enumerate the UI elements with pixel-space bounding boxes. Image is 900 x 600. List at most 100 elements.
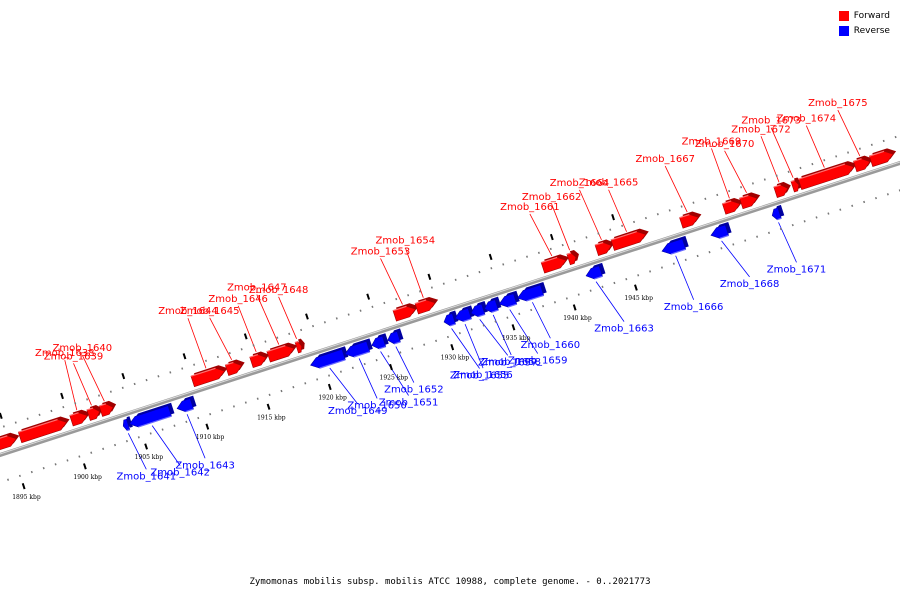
gene-leader-line bbox=[724, 150, 747, 193]
gene-leader-line bbox=[721, 240, 750, 278]
gene-zmob-1647[interactable] bbox=[266, 342, 298, 363]
gene-highlight bbox=[670, 248, 686, 255]
axis-tick bbox=[205, 423, 210, 430]
gene-zmob-1671[interactable] bbox=[771, 204, 785, 221]
gene-label: Zmob_1664 bbox=[550, 178, 610, 189]
gene-arrow bbox=[190, 367, 226, 388]
gene-zmob-1648[interactable] bbox=[294, 338, 305, 354]
legend-forward-label: Forward bbox=[853, 10, 890, 21]
gene-zmob-1654[interactable] bbox=[414, 296, 439, 315]
axis-tick bbox=[0, 412, 3, 419]
gene-arrow bbox=[594, 242, 612, 256]
gene-zmob-1656[interactable] bbox=[454, 305, 475, 323]
gene-zmob-1658[interactable] bbox=[484, 296, 502, 313]
gene-leader-line bbox=[64, 360, 78, 411]
gene-leader-line bbox=[509, 309, 539, 354]
axis-tick-label: 1895 kbp bbox=[12, 494, 41, 501]
gene-highlight bbox=[0, 435, 8, 439]
gene-unlabeled-1[interactable] bbox=[17, 416, 70, 444]
gene-zmob-1661[interactable] bbox=[540, 254, 570, 274]
gene-zmob-1652[interactable] bbox=[387, 328, 404, 345]
gene-arrow bbox=[98, 403, 114, 417]
gene-arrow bbox=[470, 303, 486, 317]
gene-label: Zmob_1650 bbox=[347, 400, 407, 411]
gene-arrow bbox=[0, 435, 17, 451]
legend-reverse-label: Reverse bbox=[853, 25, 890, 36]
gene-zmob-1651[interactable] bbox=[371, 333, 389, 350]
gene-zmob-1645[interactable] bbox=[224, 359, 245, 376]
gene-arrow bbox=[310, 348, 346, 369]
gene-label: Zmob_1644 bbox=[158, 306, 218, 317]
gene-label: Zmob_1659 bbox=[508, 356, 568, 367]
gene-zmob-1669[interactable] bbox=[722, 197, 744, 215]
gene-label: Zmob_1642 bbox=[150, 468, 210, 479]
gene-leader-line bbox=[675, 255, 695, 300]
gene-label: Zmob_1651 bbox=[379, 398, 439, 409]
gene-highlight bbox=[249, 353, 259, 358]
gene-zmob-1674[interactable] bbox=[797, 161, 857, 191]
gene-highlight bbox=[18, 418, 58, 433]
gene-zmob-1655[interactable] bbox=[443, 310, 459, 327]
gene-zmob-1639[interactable] bbox=[86, 405, 103, 421]
axis-tick bbox=[83, 463, 87, 470]
gene-zmob-1675[interactable] bbox=[853, 155, 873, 173]
gene-highlight bbox=[739, 194, 749, 199]
axis-tick bbox=[366, 293, 371, 300]
gene-label: Zmob_1670 bbox=[695, 139, 755, 150]
axis-tick-label: 1920 kbp bbox=[318, 394, 347, 401]
gene-zmob-1653[interactable] bbox=[392, 303, 419, 322]
gene-zmob-1642[interactable] bbox=[128, 402, 175, 428]
gene-zmob-1649[interactable] bbox=[310, 346, 349, 369]
gene-zmob-1644[interactable] bbox=[190, 365, 228, 388]
gene-leader-line bbox=[395, 346, 415, 383]
gene-highlight bbox=[138, 415, 172, 428]
axis-tick-label: 1925 kbp bbox=[380, 375, 409, 382]
gene-zmob-1646[interactable] bbox=[249, 351, 270, 368]
gene-arrow bbox=[371, 335, 387, 350]
gene-highlight bbox=[773, 184, 781, 188]
gene-leader-line bbox=[711, 148, 730, 199]
gene-label: Zmob_1655 bbox=[450, 370, 510, 381]
gene-zmob-1663[interactable] bbox=[585, 262, 606, 280]
gene-zmob-1657[interactable] bbox=[470, 301, 488, 318]
gene-highlight bbox=[378, 346, 386, 350]
gene-zmob-1668[interactable] bbox=[710, 221, 732, 239]
gene-leader-line bbox=[529, 213, 553, 257]
gene-highlight bbox=[610, 231, 637, 241]
gene-zmob-1638[interactable] bbox=[69, 409, 91, 427]
gene-zmob-1643[interactable] bbox=[176, 395, 197, 413]
gene-zmob-1672[interactable] bbox=[773, 181, 791, 198]
gene-zmob-1670[interactable] bbox=[739, 192, 761, 210]
gene-unlabeled-0[interactable] bbox=[0, 432, 20, 451]
gene-zmob-1667[interactable] bbox=[679, 211, 702, 229]
gene-zmob-1662[interactable] bbox=[566, 249, 579, 266]
gene-highlight bbox=[353, 351, 371, 358]
axis-tick-label: 1905 kbp bbox=[135, 454, 164, 461]
gene-zmob-1664[interactable] bbox=[594, 239, 615, 256]
gene-leader-line bbox=[479, 319, 509, 356]
gene-zmob-1659[interactable] bbox=[498, 290, 520, 308]
axis-tick bbox=[611, 214, 615, 221]
gene-arrow bbox=[484, 299, 499, 313]
gene-arrow bbox=[414, 299, 436, 315]
gene-arrow bbox=[344, 340, 371, 358]
gene-highlight bbox=[225, 361, 234, 366]
gene-zmob-1640[interactable] bbox=[98, 400, 117, 417]
gene-highlight bbox=[507, 303, 517, 308]
gene-unlabeled-40[interactable] bbox=[868, 148, 897, 167]
gene-labels-layer: Zmob_1638Zmob_1639Zmob_1640Zmob_1641Zmob… bbox=[35, 98, 868, 482]
gene-arrow bbox=[797, 163, 855, 191]
axis-tick-label: 1910 kbp bbox=[196, 434, 225, 441]
gene-zmob-1666[interactable] bbox=[661, 235, 689, 255]
gene-leader-line bbox=[595, 281, 625, 322]
gene-leader-line bbox=[579, 189, 602, 241]
gene-leader-line bbox=[760, 136, 780, 183]
gene-highlight bbox=[853, 158, 862, 162]
gene-arrow bbox=[853, 158, 871, 173]
gene-zmob-1660[interactable] bbox=[517, 281, 547, 302]
gene-zmob-1650[interactable] bbox=[344, 338, 373, 358]
gene-zmob-1665[interactable] bbox=[610, 228, 649, 251]
gene-highlight bbox=[69, 412, 79, 417]
axis-tick bbox=[488, 253, 493, 261]
gene-highlight bbox=[594, 275, 603, 280]
